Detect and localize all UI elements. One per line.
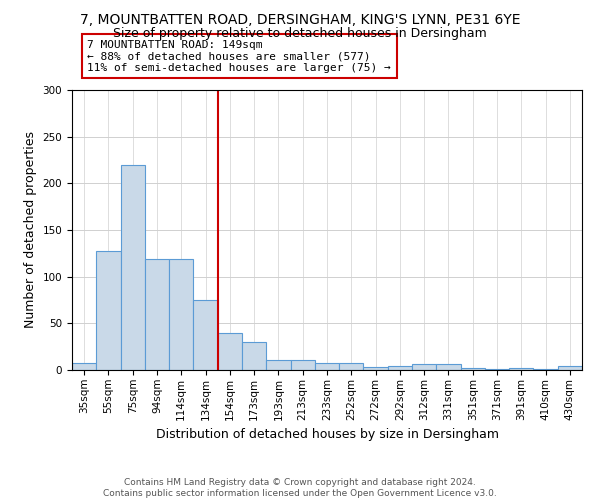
Text: Size of property relative to detached houses in Dersingham: Size of property relative to detached ho…: [113, 28, 487, 40]
Bar: [266, 360, 290, 370]
Bar: [364, 367, 388, 370]
Bar: [96, 252, 121, 370]
Bar: [412, 364, 436, 370]
Bar: [242, 342, 266, 370]
Bar: [145, 259, 169, 370]
Text: 7 MOUNTBATTEN ROAD: 149sqm
← 88% of detached houses are smaller (577)
11% of sem: 7 MOUNTBATTEN ROAD: 149sqm ← 88% of deta…: [88, 40, 391, 73]
Y-axis label: Number of detached properties: Number of detached properties: [24, 132, 37, 328]
Bar: [509, 368, 533, 370]
Bar: [436, 364, 461, 370]
Bar: [121, 164, 145, 370]
Bar: [290, 360, 315, 370]
Bar: [558, 366, 582, 370]
Bar: [72, 362, 96, 370]
Bar: [461, 368, 485, 370]
Bar: [193, 300, 218, 370]
Bar: [218, 332, 242, 370]
Bar: [315, 364, 339, 370]
Bar: [169, 259, 193, 370]
X-axis label: Distribution of detached houses by size in Dersingham: Distribution of detached houses by size …: [155, 428, 499, 441]
Bar: [388, 366, 412, 370]
Text: 7, MOUNTBATTEN ROAD, DERSINGHAM, KING'S LYNN, PE31 6YE: 7, MOUNTBATTEN ROAD, DERSINGHAM, KING'S …: [80, 12, 520, 26]
Bar: [485, 369, 509, 370]
Bar: [533, 369, 558, 370]
Bar: [339, 364, 364, 370]
Text: Contains HM Land Registry data © Crown copyright and database right 2024.
Contai: Contains HM Land Registry data © Crown c…: [103, 478, 497, 498]
